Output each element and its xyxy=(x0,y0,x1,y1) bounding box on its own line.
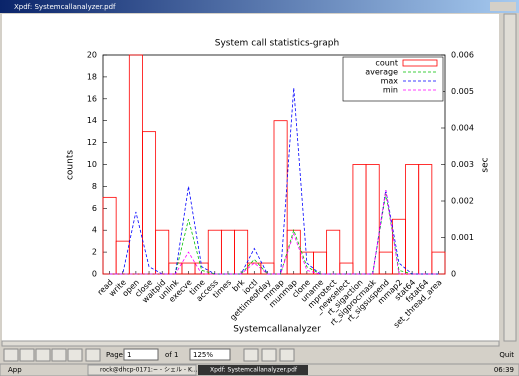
app-menu[interactable]: App xyxy=(8,366,22,374)
y-tick-label: 10 xyxy=(87,160,97,169)
y2-tick-label: 0 xyxy=(451,270,456,279)
quit-button[interactable]: Quit xyxy=(499,351,514,359)
window-controls[interactable] xyxy=(490,2,516,11)
legend-label: average xyxy=(365,68,398,77)
task-label[interactable]: Xpdf: Systemcallanalyzer.pdf xyxy=(210,367,298,374)
button[interactable] xyxy=(85,348,101,362)
y2-tick-label: 0.006 xyxy=(451,51,474,60)
button[interactable] xyxy=(51,348,67,362)
task-label[interactable]: rock@dhcp-0171:~ - シェル - K... xyxy=(100,367,198,374)
bar xyxy=(142,131,157,275)
y-tick-label: 4 xyxy=(92,226,97,235)
legend-box xyxy=(342,56,444,102)
taskbar: App rock@dhcp-0171:~ - シェル - K... Xpdf: … xyxy=(0,363,519,376)
toolbar: Page 1 of 1 125% Quit xyxy=(3,348,514,362)
title-bar xyxy=(0,0,519,13)
button[interactable] xyxy=(35,348,51,362)
button[interactable] xyxy=(243,348,259,362)
y-tick-label: 12 xyxy=(87,138,97,147)
legend-swatch xyxy=(402,59,438,67)
y2-tick-label: 0.003 xyxy=(451,160,474,169)
y2-tick-label: 0.004 xyxy=(451,124,474,133)
y-tick-label: 6 xyxy=(92,204,97,213)
page-label: Page xyxy=(106,351,123,359)
clock: 06:39 xyxy=(494,366,514,374)
legend-label: min xyxy=(383,86,398,95)
x-axis-label: Systemcallanalyzer xyxy=(233,325,321,335)
y2-axis-label: sec xyxy=(481,157,491,172)
y-tick-label: 2 xyxy=(92,248,97,257)
y-axis-label: counts xyxy=(66,150,76,180)
bar xyxy=(431,251,446,275)
task-button[interactable] xyxy=(198,365,308,375)
y-tick-label: 20 xyxy=(87,51,97,60)
y2-tick-label: 0.001 xyxy=(451,233,474,242)
y-tick-label: 8 xyxy=(92,182,97,191)
h-scrollbar[interactable] xyxy=(1,340,500,347)
y2-tick-label: 0.005 xyxy=(451,87,474,96)
scrollbar[interactable] xyxy=(503,13,517,342)
page-input[interactable] xyxy=(123,348,159,361)
button[interactable] xyxy=(3,348,19,362)
y-tick-label: 16 xyxy=(87,94,97,103)
legend-label: count xyxy=(375,59,398,68)
zoom-text[interactable]: 125% xyxy=(193,351,213,359)
chart-title: System call statistics-graph xyxy=(215,39,339,49)
task-button[interactable] xyxy=(87,364,197,376)
of-label: of 1 xyxy=(165,351,178,359)
y-tick-label: 0 xyxy=(92,270,97,279)
button[interactable] xyxy=(19,348,35,362)
button[interactable] xyxy=(67,348,83,362)
legend-label: max xyxy=(381,77,399,86)
y-tick-label: 18 xyxy=(87,72,97,81)
series-line xyxy=(109,189,439,275)
button[interactable] xyxy=(261,348,277,362)
y-tick-label: 14 xyxy=(87,116,97,125)
y2-tick-label: 0.002 xyxy=(451,197,474,206)
zoom-select[interactable] xyxy=(189,348,231,361)
window-title: Xpdf: Systemcallanalyzer.pdf xyxy=(14,3,116,11)
page-input-text[interactable]: 1 xyxy=(127,351,131,359)
button[interactable] xyxy=(279,348,295,362)
